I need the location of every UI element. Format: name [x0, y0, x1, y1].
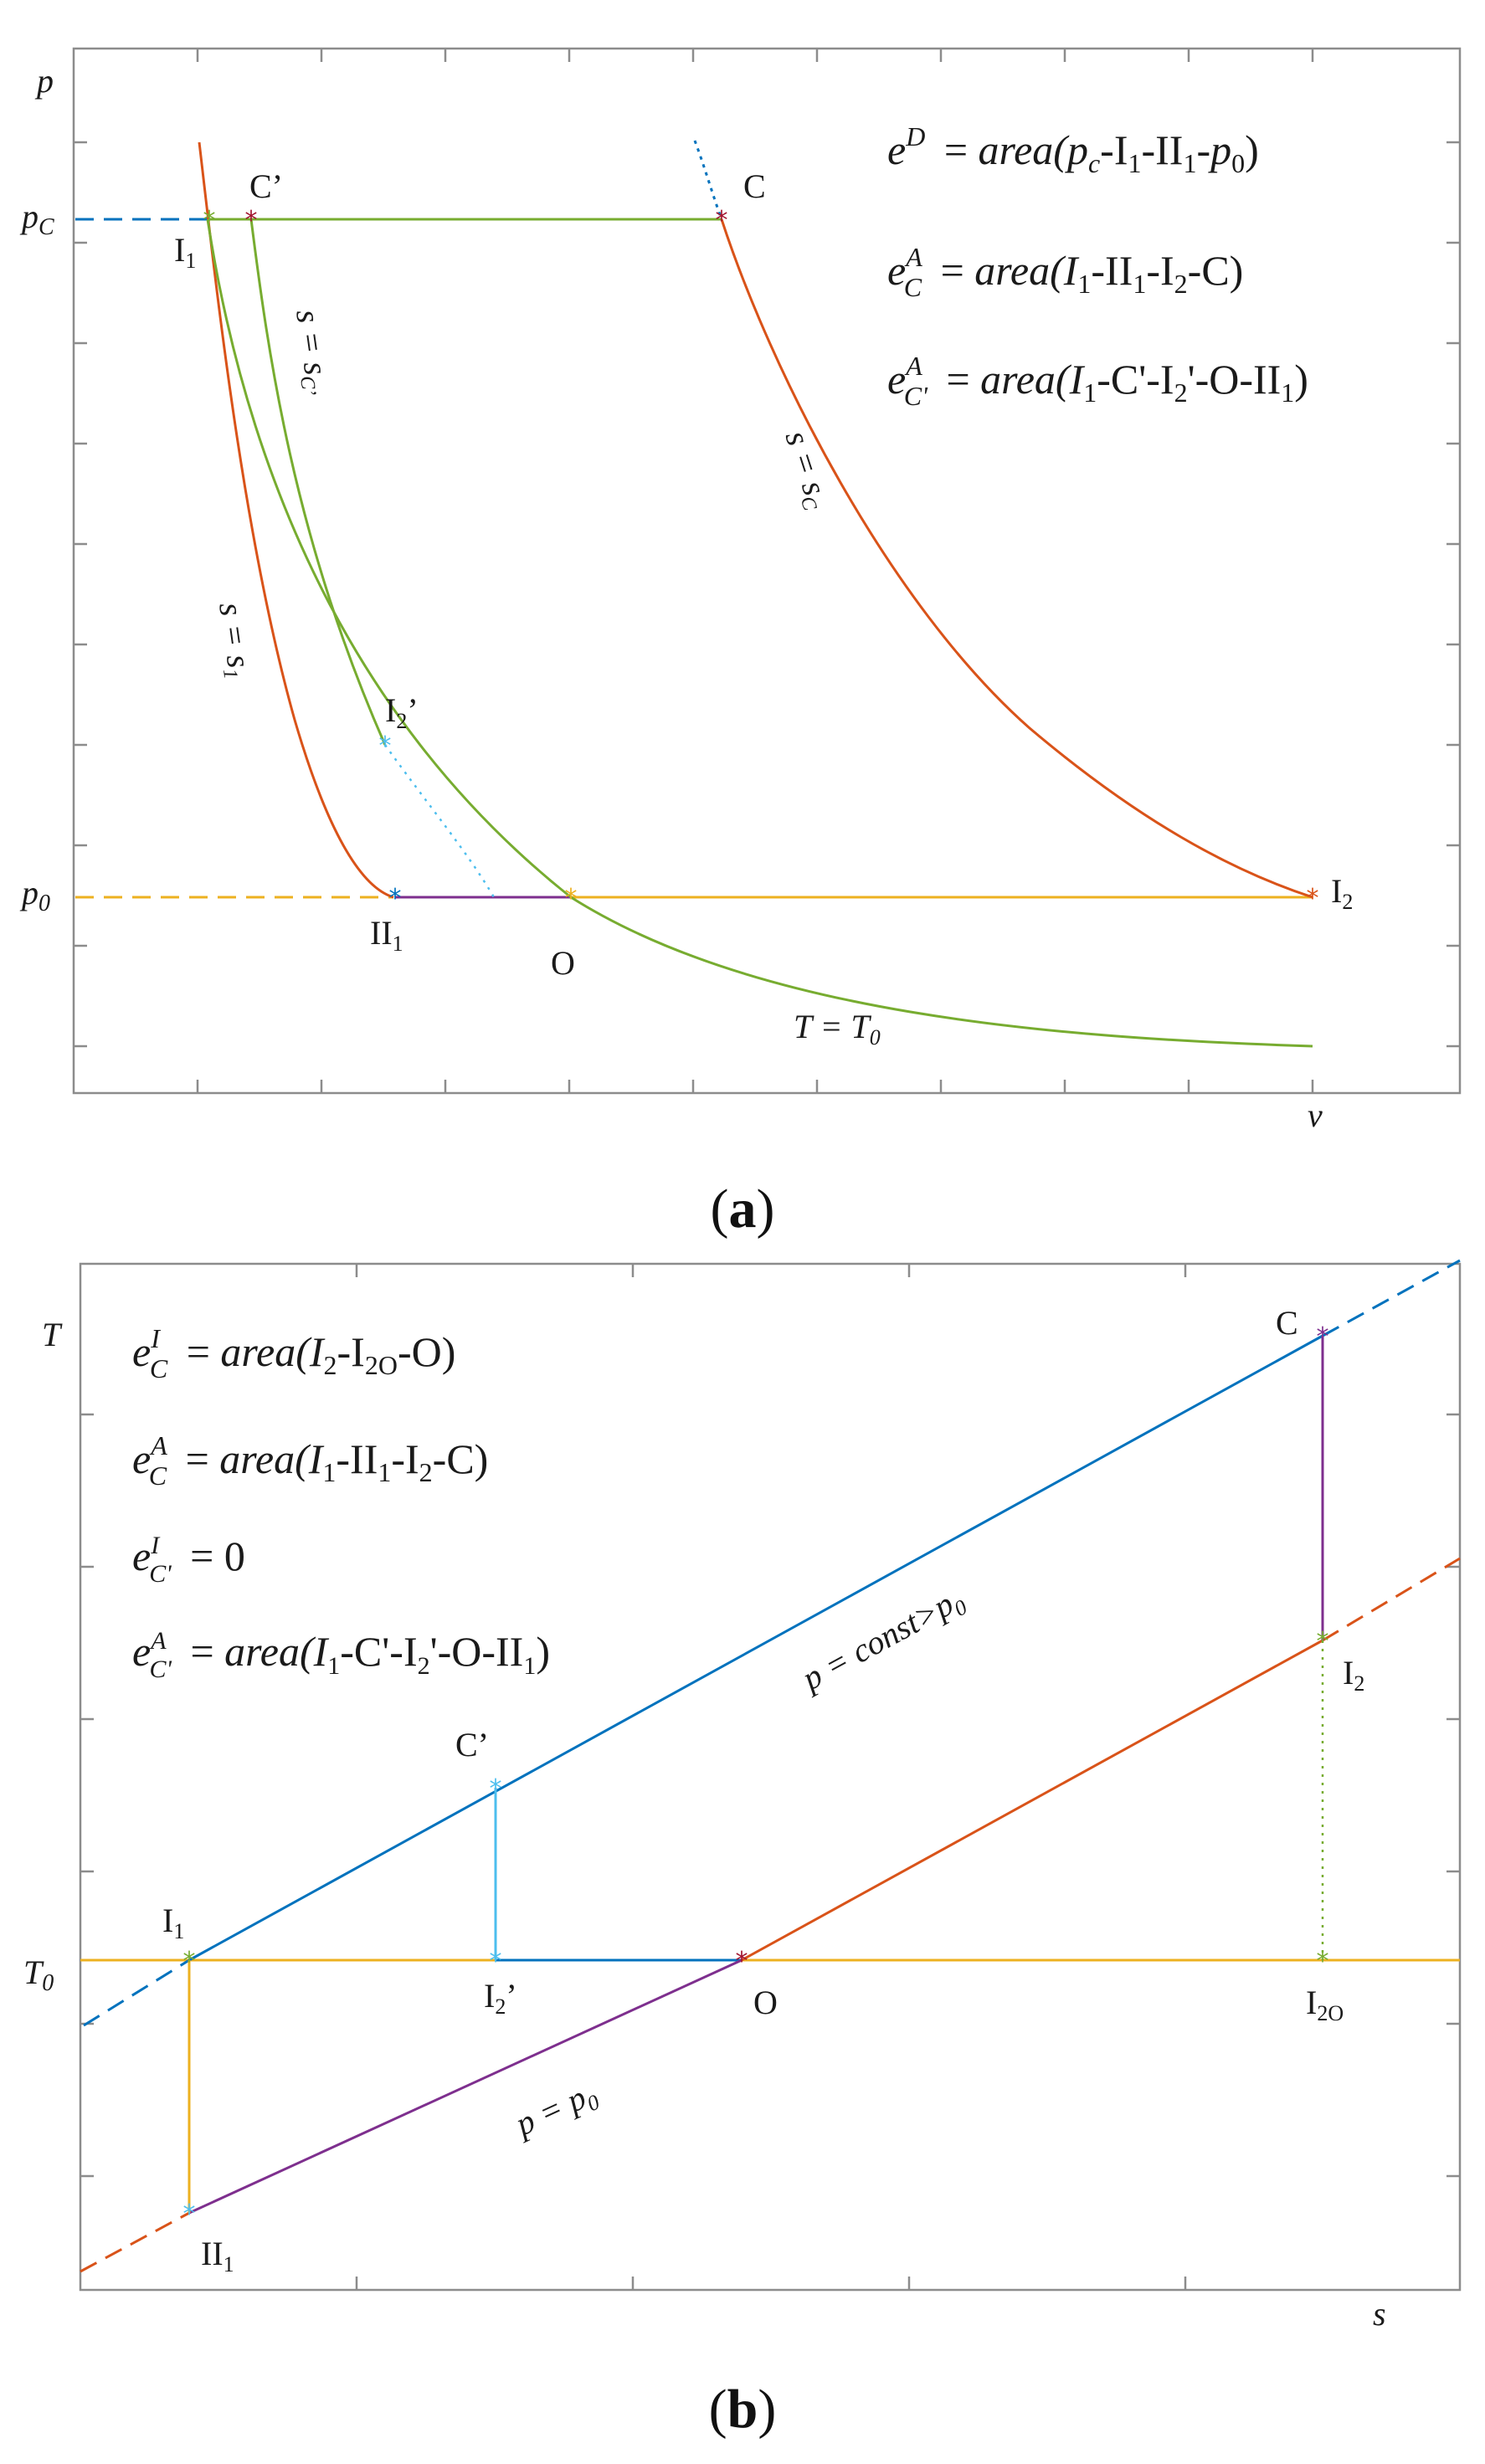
label-s-s1: s = s1	[209, 600, 259, 680]
panel-a-point-markers: * * * * * * *	[203, 206, 1319, 913]
panel-b-left-ticks	[80, 1413, 94, 2178]
panel-a-equation-3: eA C' = area(I1-C'-I2'-O-II1)	[887, 351, 1308, 411]
label-s-sC: s = sC	[776, 426, 839, 514]
isentrope-sC-prime	[249, 218, 387, 746]
panel-b-equation-1: eI C = area(I2-I2O-O)	[132, 1323, 455, 1383]
panel-b-top-ticks	[355, 1264, 1187, 1277]
tick-label-p0: p0	[19, 874, 50, 916]
panel-a-equation-1: eD = area(pc-I1-II1-p0)	[887, 121, 1259, 178]
isobar-p0-dashed-right	[1322, 1557, 1461, 1642]
marker-C: *	[1317, 1322, 1329, 1352]
panel-b-equation-3: eI C' = 0	[132, 1532, 245, 1588]
tick-label-pc: pC	[19, 198, 54, 240]
panel-a-axes-box	[72, 47, 1462, 1095]
isobar-pc-dashed-right	[1322, 1259, 1461, 1337]
panel-b-point-markers: * * * * * * * *	[183, 1322, 1329, 2229]
panel-b-bottom-ticks	[355, 2277, 1187, 2290]
isobar-p0-purple-segment	[188, 1958, 742, 2215]
isobar-p0-orange-segment	[741, 1639, 1323, 1962]
panel-b: T s T0 * * * * * * * * C	[23, 1259, 1462, 2440]
marker-C: *	[716, 206, 728, 235]
label-C: C	[1276, 1304, 1298, 1342]
isentrope-sC-prime-dotted	[383, 744, 496, 898]
panel-a-x-axis-label: v	[1308, 1096, 1323, 1134]
marker-I2: *	[1307, 884, 1319, 913]
label-I2-prime: I2’	[385, 691, 419, 733]
label-s-sC-prime: s = sC’	[286, 307, 338, 398]
isentrope-sC-dotted-extension	[693, 140, 723, 220]
label-I2O: I2O	[1306, 1984, 1344, 2025]
marker-I2O: *	[1317, 1947, 1329, 1976]
marker-O: *	[736, 1947, 748, 1976]
panel-a-top-ticks	[196, 49, 1314, 62]
panel-a-y-axis-label: p	[34, 62, 54, 100]
isobar-p0-dashed-left	[80, 2211, 190, 2273]
label-p-const: p = const>p0	[794, 1579, 971, 1702]
label-II1: II1	[201, 2235, 234, 2277]
isentrope-s1	[198, 141, 394, 899]
label-C-prime: C’	[455, 1726, 489, 1763]
isobar-pc-line	[188, 1334, 1323, 1962]
panel-b-title: (b)	[709, 2379, 777, 2440]
marker-I1: *	[203, 206, 216, 235]
panel-b-equation-4: eA C' = area(I1-C'-I2'-O-II1)	[132, 1627, 550, 1683]
label-O: O	[551, 944, 575, 982]
marker-II1: *	[389, 884, 402, 913]
panel-b-right-ticks	[1446, 1413, 1460, 2178]
label-T-T0: T = T0	[794, 1008, 881, 1050]
isentrope-sC	[720, 218, 1313, 899]
label-p-p0: p = p0	[507, 2074, 603, 2148]
panel-a-right-ticks	[1446, 141, 1460, 1048]
panel-a: p v pC p0 * * * * * * * I1 C	[19, 47, 1462, 1240]
marker-C-prime: *	[490, 1774, 502, 1804]
panel-b-x-axis-label: s	[1373, 2295, 1386, 2333]
panel-a-left-ticks	[74, 141, 87, 1048]
marker-I2: *	[1317, 1627, 1329, 1656]
marker-II1: *	[183, 2200, 196, 2229]
label-I1: I1	[162, 1902, 184, 1943]
tick-label-T0: T0	[23, 1953, 54, 1996]
label-I1: I1	[174, 231, 196, 273]
label-O: O	[753, 1984, 778, 2021]
isotherm-T0	[206, 218, 1313, 1048]
panel-b-axes-box	[79, 1262, 1462, 2292]
isobar-pc-dashed-left	[83, 1958, 190, 2027]
label-I2-prime: I2’	[484, 1977, 517, 2019]
panel-b-y-axis-label: T	[42, 1316, 63, 1353]
label-C-prime: C’	[249, 167, 283, 205]
panel-b-equation-2: eA C = area(I1-II1-I2-C)	[132, 1430, 488, 1491]
marker-I1: *	[183, 1947, 196, 1976]
marker-I2-prime: *	[379, 732, 392, 761]
label-I2: I2	[1343, 1654, 1364, 1696]
panel-a-bottom-ticks	[196, 1080, 1314, 1093]
marker-O: *	[565, 884, 578, 913]
marker-I2-prime: *	[490, 1947, 502, 1976]
label-C: C	[743, 167, 766, 205]
label-II1: II1	[370, 914, 403, 956]
label-I2: I2	[1331, 872, 1353, 914]
marker-C-prime: *	[245, 206, 258, 235]
panel-a-equation-2: eA C = area(I1-II1-I2-C)	[887, 242, 1243, 302]
panel-a-title: (a)	[711, 1178, 775, 1240]
